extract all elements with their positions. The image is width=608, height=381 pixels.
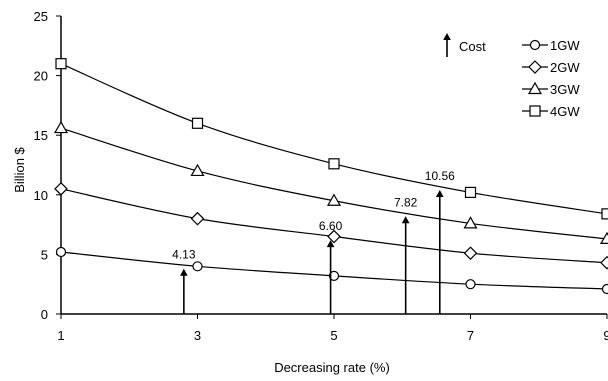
square-marker <box>529 105 541 117</box>
square-marker <box>191 117 204 129</box>
y-tick-label: 5 <box>41 247 48 262</box>
x-tick-label: 9 <box>603 328 608 343</box>
triangle-marker <box>53 120 69 134</box>
legend: Cost 1GW 2GW 3GW 4GW <box>443 33 580 119</box>
legend-cost: Cost <box>443 33 486 57</box>
diamond-marker <box>327 229 341 244</box>
y-tick-label: 10 <box>34 188 48 203</box>
arrow-head <box>443 33 451 40</box>
cost-arrow: 4.13 <box>172 248 196 314</box>
arrow-head <box>180 268 188 276</box>
series-3GW <box>53 120 608 245</box>
y-tick-label: 25 <box>34 9 48 24</box>
circle-marker <box>529 39 541 51</box>
series-1GW <box>55 246 608 295</box>
diamond-marker <box>600 255 608 270</box>
legend-label: 2GW <box>550 60 580 75</box>
legend-item-1GW: 1GW <box>522 38 580 53</box>
square-marker <box>328 158 340 170</box>
arrow-value-label: 6.60 <box>319 219 343 233</box>
series-lines <box>53 58 608 295</box>
series-line <box>60 63 608 215</box>
series-4GW <box>55 58 608 220</box>
legend-item-4GW: 4GW <box>522 104 580 119</box>
arrow-head <box>326 240 335 248</box>
square-marker <box>55 58 67 70</box>
x-tick-label: 5 <box>330 328 337 343</box>
diamond-marker <box>54 181 68 196</box>
legend-label: 1GW <box>550 38 580 53</box>
arrow-head <box>401 216 410 224</box>
diamond-marker <box>190 211 205 226</box>
triangle-marker <box>326 193 342 206</box>
triangle-marker <box>463 216 478 229</box>
triangle-marker <box>527 81 543 95</box>
axis-ticks: 0 5 10 15 20 25 1 3 5 7 9 <box>34 9 608 343</box>
arrow-value-label: 7.82 <box>394 195 418 209</box>
circle-marker <box>328 270 340 281</box>
triangle-marker <box>190 163 205 177</box>
triangle-marker <box>599 231 608 245</box>
circle-marker <box>465 279 476 290</box>
cost-arrow: 10.56 <box>425 169 455 314</box>
arrow-head <box>435 190 444 198</box>
square-marker <box>464 186 477 199</box>
arrow-value-label: 4.13 <box>172 248 196 262</box>
arrow-value-label: 10.56 <box>425 169 455 183</box>
legend-cost-label: Cost <box>459 39 486 54</box>
x-tick-label: 1 <box>57 328 64 343</box>
y-axis-label: Billion $ <box>12 146 27 192</box>
legend-label: 3GW <box>550 82 580 97</box>
diamond-marker <box>528 60 542 74</box>
legend-item-2GW: 2GW <box>522 60 580 75</box>
diamond-marker <box>463 246 478 261</box>
legend-label: 4GW <box>550 104 580 119</box>
square-marker <box>601 208 608 220</box>
circle-marker <box>55 246 67 258</box>
cost-arrow: 6.60 <box>319 219 343 314</box>
cost-arrow: 7.82 <box>394 195 418 314</box>
circle-marker <box>192 261 203 272</box>
legend-item-3GW: 3GW <box>522 81 580 97</box>
series-2GW <box>54 181 608 270</box>
x-tick-label: 7 <box>467 328 474 343</box>
x-tick-label: 3 <box>194 328 201 343</box>
x-axis-label: Decreasing rate (%) <box>274 360 390 375</box>
y-tick-label: 0 <box>41 307 48 322</box>
circle-marker <box>601 283 608 295</box>
y-tick-label: 20 <box>34 69 48 84</box>
y-tick-label: 15 <box>34 128 48 143</box>
cost-arrows: 4.13 6.60 7.82 10.56 <box>172 169 455 314</box>
